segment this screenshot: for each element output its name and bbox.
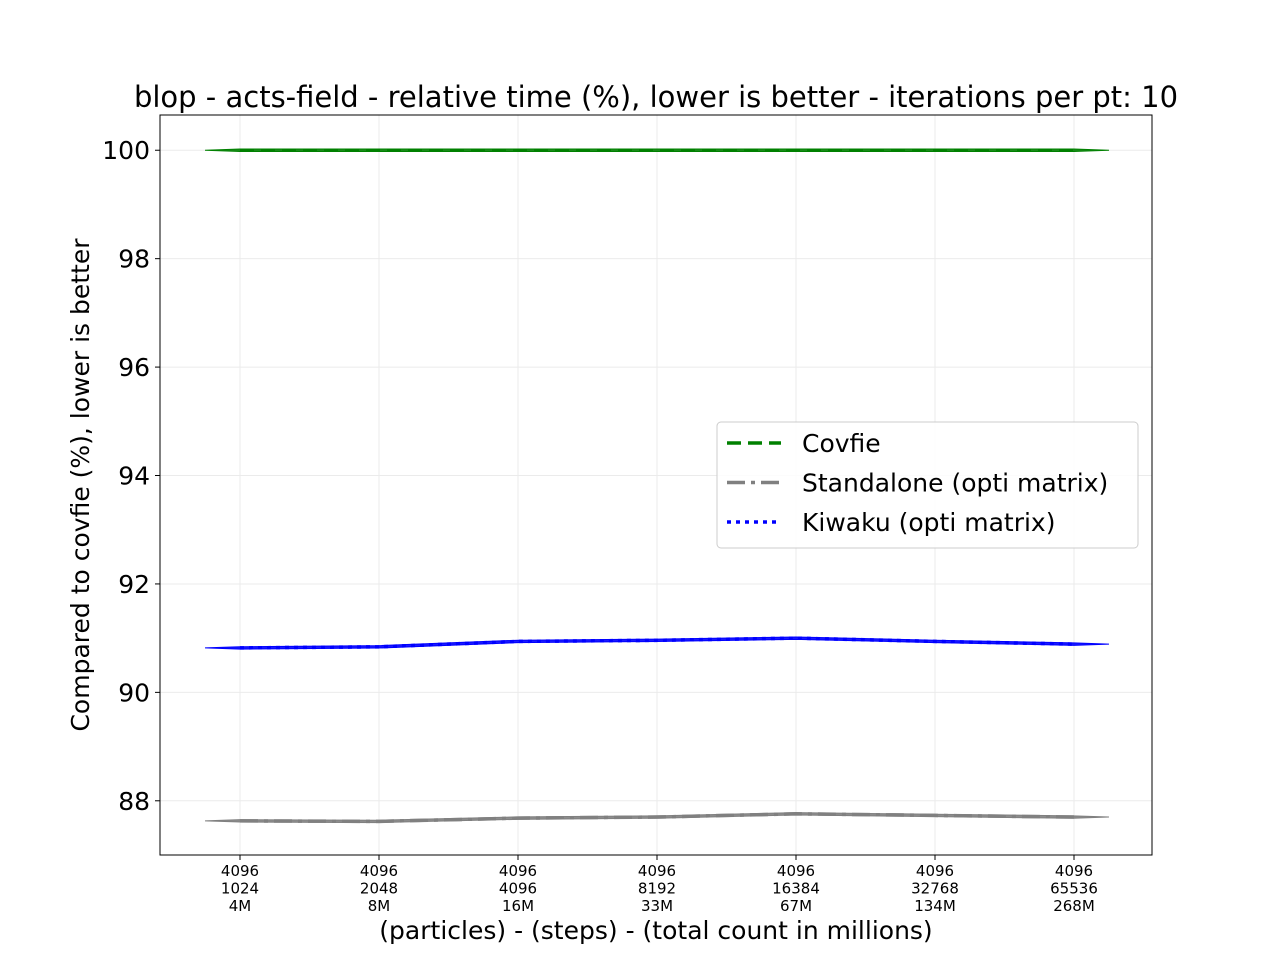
x-tick-label: 4096 (499, 862, 537, 880)
x-tick-label: 16M (502, 897, 534, 915)
x-tick-label: 4096 (777, 862, 815, 880)
x-tick-label: 268M (1053, 897, 1095, 915)
legend-label: Kiwaku (opti matrix) (802, 508, 1055, 537)
x-tick-label: 4096 (221, 862, 259, 880)
legend-label: Standalone (opti matrix) (802, 469, 1108, 498)
series-line (239, 812, 1075, 824)
legend-label: Covfie (802, 429, 881, 458)
y-tick-label: 98 (118, 245, 150, 274)
x-tick-label: 67M (780, 897, 812, 915)
y-tick-label: 100 (102, 136, 150, 165)
x-tick-label: 4096 (499, 880, 537, 898)
y-tick-label: 92 (118, 570, 150, 599)
series-lines (204, 148, 1110, 824)
chart-title: blop - acts-field - relative time (%), l… (134, 80, 1178, 114)
x-tick-label: 4M (229, 897, 252, 915)
x-axis-label: (particles) - (steps) - (total count in … (379, 916, 932, 945)
y-axis-label: Compared to covfie (%), lower is better (66, 238, 95, 732)
x-tick-label: 33M (641, 897, 673, 915)
legend: Covfie Standalone (opti matrix) Kiwaku (op… (716, 421, 1139, 549)
series-envelope (204, 148, 1110, 152)
series-envelope (204, 636, 1110, 650)
y-axis-ticks: 88 90 92 94 96 98 100 (102, 136, 160, 816)
x-tick-label: 8M (368, 897, 391, 915)
x-tick-label: 65536 (1050, 880, 1098, 898)
y-tick-label: 96 (118, 353, 150, 382)
x-tick-label: 2048 (360, 880, 398, 898)
series-line (239, 636, 1075, 650)
x-tick-label: 134M (914, 897, 956, 915)
x-tick-label: 16384 (772, 880, 820, 898)
x-tick-label: 4096 (360, 862, 398, 880)
x-tick-label: 1024 (221, 880, 259, 898)
y-tick-label: 88 (118, 787, 150, 816)
x-tick-label: 4096 (638, 862, 676, 880)
x-tick-label: 4096 (1055, 862, 1093, 880)
plot-area-frame (159, 114, 1153, 856)
x-axis-ticks: 409610244M409620488M4096409616M409681923… (221, 855, 1098, 915)
x-tick-label: 8192 (638, 880, 676, 898)
legend-box (716, 421, 1139, 549)
y-tick-label: 90 (118, 678, 150, 707)
x-tick-label: 4096 (916, 862, 954, 880)
y-tick-label: 94 (118, 462, 150, 491)
x-tick-label: 32768 (911, 880, 959, 898)
